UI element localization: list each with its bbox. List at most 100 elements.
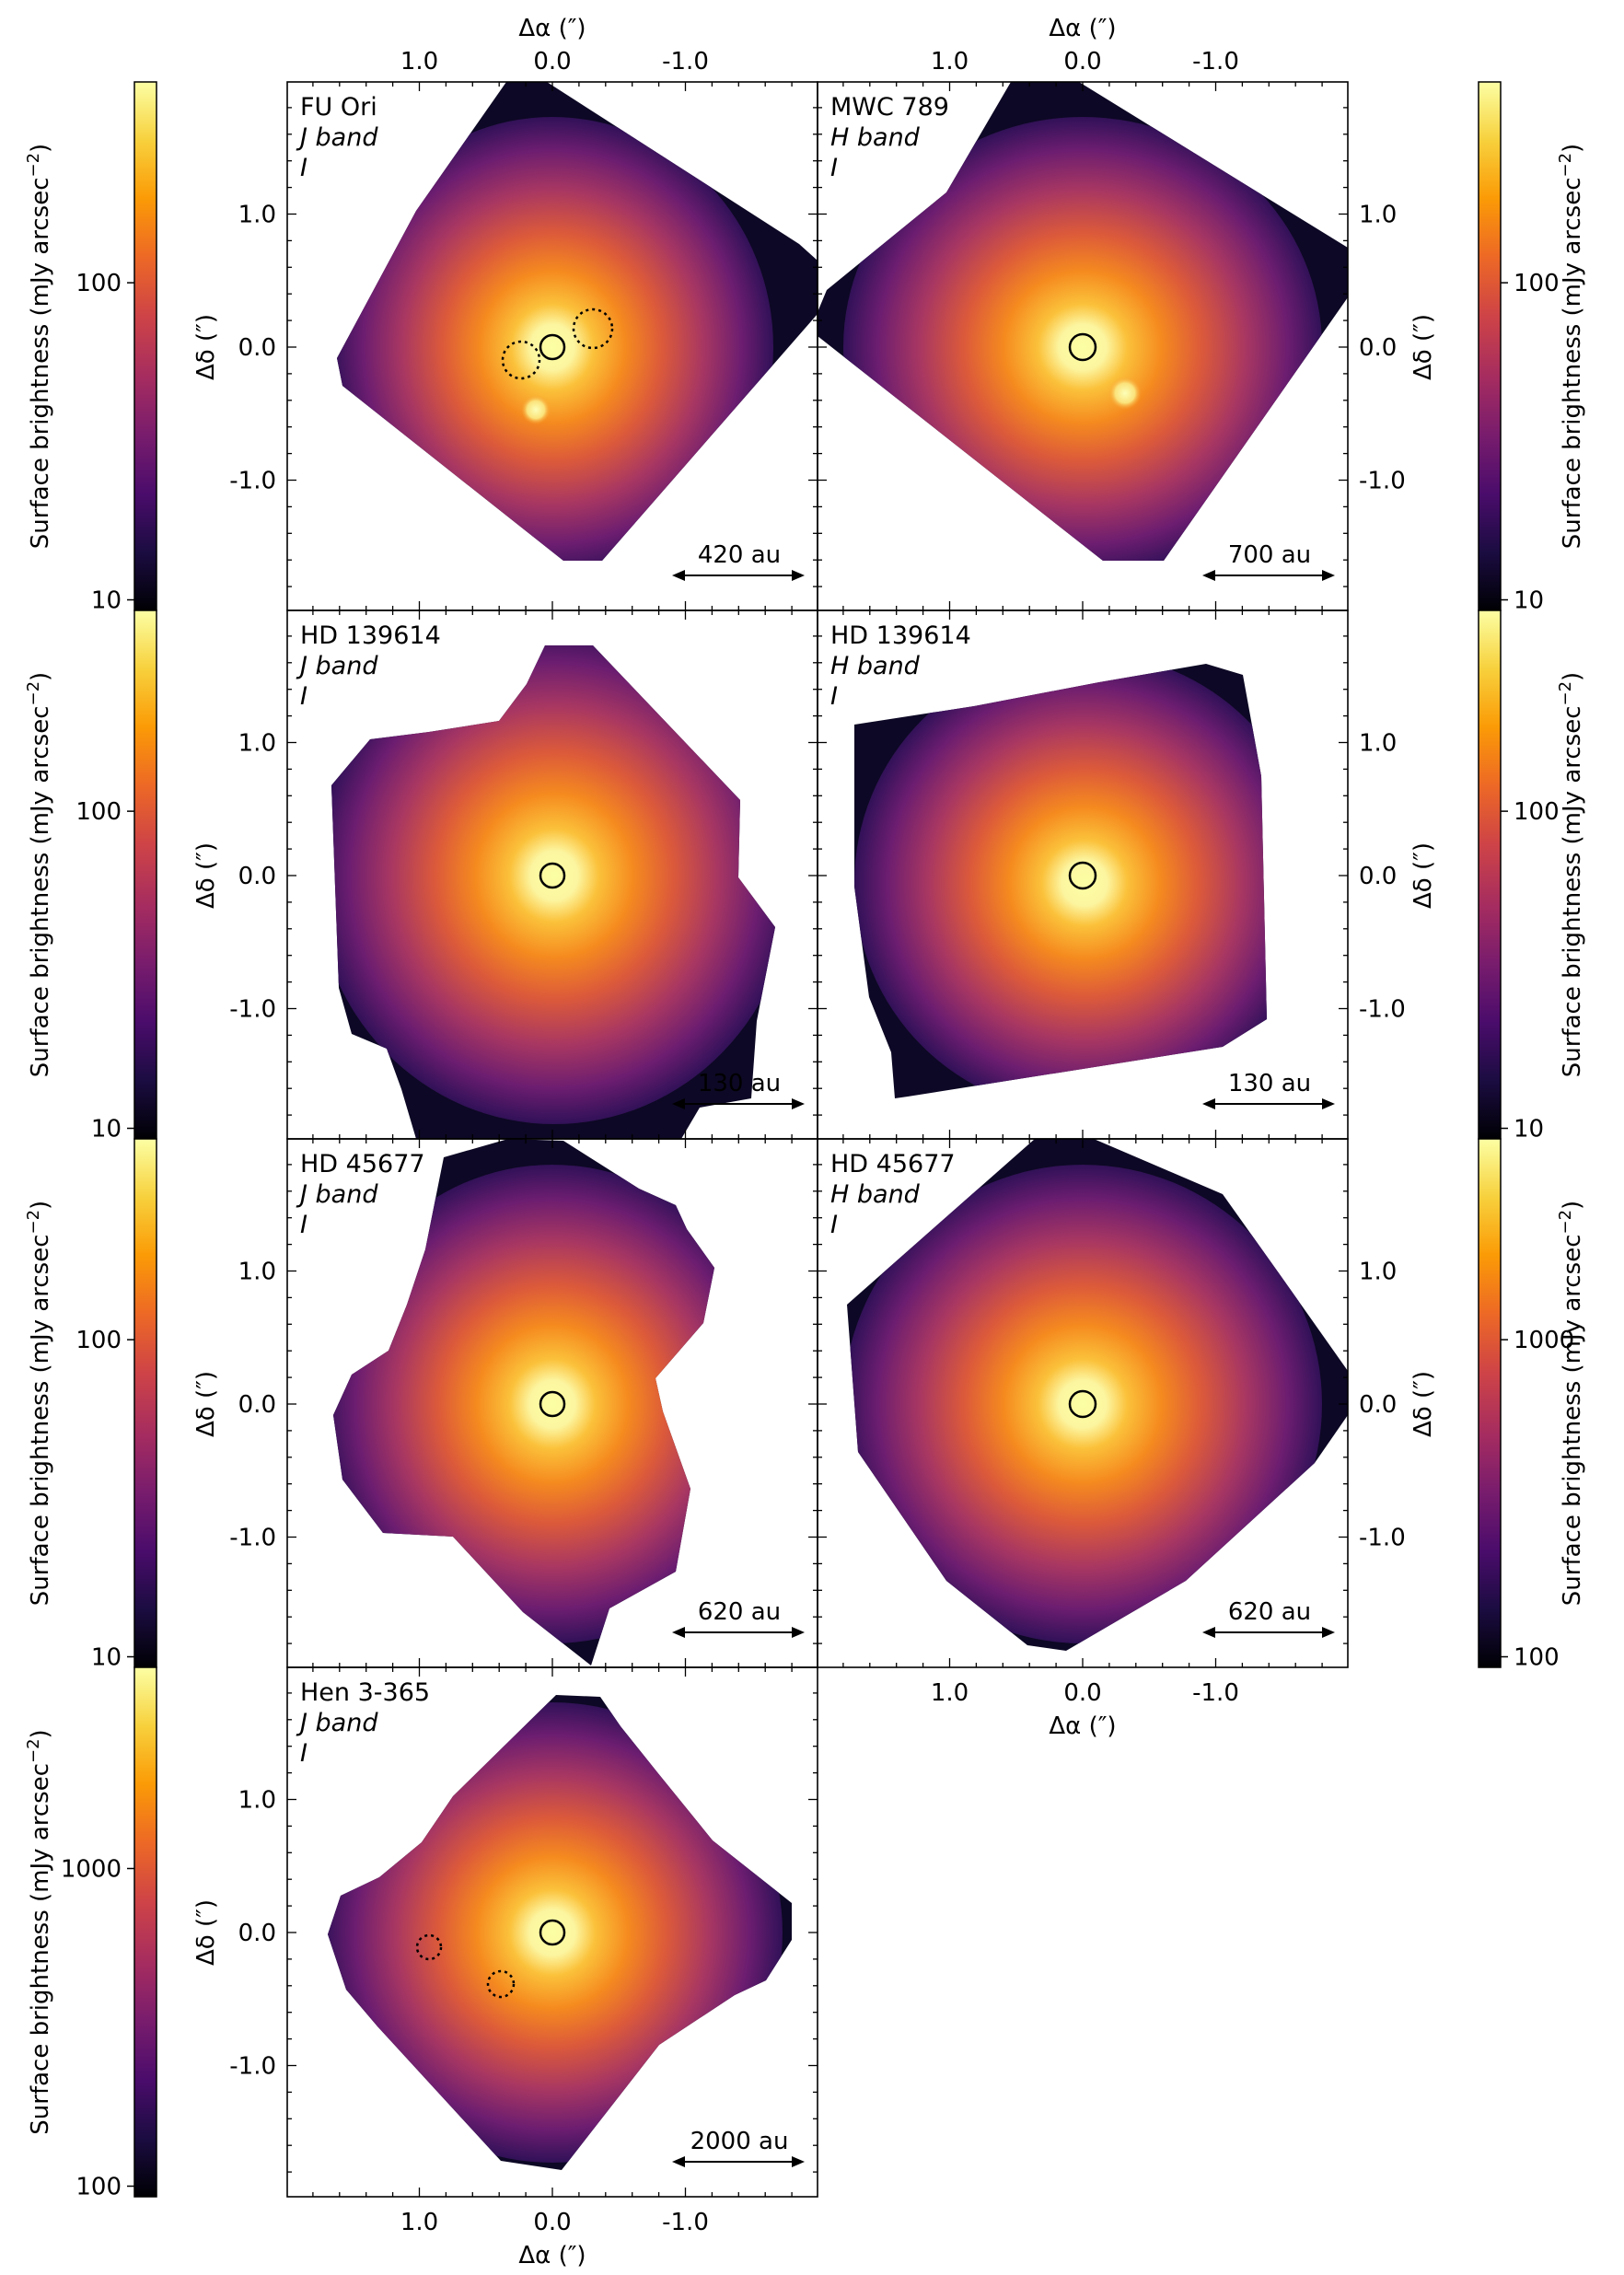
star-marker: [539, 1919, 566, 1946]
intensity-image: [331, 645, 775, 1139]
scale-bar-label: 620 au: [698, 1598, 781, 1626]
intensity-image: [328, 1695, 792, 2170]
scale-bar-arrow-left: [672, 1627, 685, 1638]
x-tick-label-bottom: 0.0: [533, 2209, 571, 2236]
x-axis-label-bottom: Δα (″): [518, 2242, 586, 2269]
target-name: HD 45677: [830, 1150, 956, 1178]
colorbar-2: 100 10 Surface brightness (mJy arcsec−2): [1478, 81, 1586, 615]
scale-bar-arrow-left: [672, 2156, 685, 2167]
target-name: FU Ori: [300, 93, 377, 122]
x-tick-label-top: 1.0: [400, 48, 438, 75]
scale-bar-arrow-left: [1202, 1627, 1215, 1638]
intensity-image: [854, 664, 1267, 1098]
scale-bar-arrow-right: [792, 1098, 805, 1109]
band-label: J band: [296, 1709, 378, 1737]
stokes-label: I: [300, 1211, 307, 1239]
x-tick-label-top: 0.0: [1063, 48, 1101, 75]
star-marker: [539, 862, 566, 889]
scale-bar-label: 130 au: [1228, 1070, 1311, 1097]
y-tick-label: 1.0: [1359, 202, 1397, 229]
y-tick-label: 0.0: [238, 1920, 276, 1947]
star-marker: [539, 1390, 566, 1418]
colorbar-tick-label: 1000: [61, 1856, 122, 1884]
scale-bar-label: 620 au: [1228, 1598, 1311, 1626]
y-tick-label: 0.0: [1359, 334, 1397, 362]
colorbar-6: 1000 100 Surface brightness (mJy arcsec−2): [1478, 1138, 1586, 1672]
disk-emission: [854, 664, 1267, 1098]
colorbar-strip: [1478, 609, 1502, 1140]
x-axis-label-top: Δα (″): [518, 15, 586, 42]
star-marker: [539, 333, 566, 361]
colorbar-tick-label: 10: [91, 1644, 122, 1672]
star-marker: [1068, 1389, 1097, 1419]
y-tick-label: -1.0: [1359, 996, 1406, 1024]
y-tick-label: 1.0: [238, 730, 276, 758]
colorbar-label: Surface brightness (mJy arcsec−2): [1556, 672, 1586, 1077]
disk-emission: [331, 645, 775, 1124]
y-tick-label: -1.0: [229, 996, 276, 1024]
colorbar-label: Surface brightness (mJy arcsec−2): [24, 672, 54, 1077]
colorbar-tick-label: 10: [91, 1116, 122, 1143]
y-tick-label: -1.0: [229, 468, 276, 495]
star-marker: [1068, 861, 1097, 890]
band-label: J band: [296, 1180, 378, 1209]
y-tick-label: 0.0: [238, 1391, 276, 1419]
scale-bar-arrow-right: [792, 570, 805, 581]
colorbar-tick-label: 10: [1514, 1116, 1544, 1143]
y-tick-label: 0.0: [1359, 1391, 1397, 1419]
y-tick-label: 0.0: [1359, 863, 1397, 890]
x-tick-label-bottom: -1.0: [1192, 1679, 1239, 1707]
stokes-label: I: [830, 1211, 838, 1239]
y-axis-label: Δδ (″): [1409, 1371, 1437, 1437]
companion-marker: [415, 1933, 443, 1961]
target-name: MWC 789: [830, 93, 949, 122]
band-label: J band: [296, 123, 378, 152]
disk-emission: [847, 1165, 1322, 1643]
scale-bar-arrow-right: [792, 2156, 805, 2167]
x-axis-label-bottom: Δα (″): [1049, 1712, 1116, 1740]
axis-ticks: [818, 1139, 1348, 1667]
x-tick-label-bottom: 1.0: [400, 2209, 438, 2236]
target-name: HD 45677: [300, 1150, 425, 1178]
axis-ticks: [818, 82, 1348, 610]
colorbar-3: 100 10 Surface brightness (mJy arcsec−2): [24, 609, 157, 1143]
y-axis-label: Δδ (″): [192, 314, 220, 380]
scale-bar-label: 420 au: [698, 541, 781, 569]
y-tick-label: -1.0: [1359, 468, 1406, 495]
intensity-image: [847, 1139, 1348, 1651]
band-label: H band: [830, 652, 921, 680]
stokes-label: I: [830, 682, 838, 711]
colorbar-tick-label: 100: [75, 798, 122, 826]
y-axis-label: Δδ (″): [192, 1371, 220, 1437]
intensity-image: [818, 82, 1348, 561]
companion-marker: [486, 1969, 516, 1999]
target-name: HD 139614: [830, 621, 971, 650]
colorbar-strip: [133, 609, 157, 1140]
x-tick-label-top: 0.0: [533, 48, 571, 75]
scale-bar-label: 700 au: [1228, 541, 1311, 569]
companion-marker: [572, 308, 614, 350]
y-tick-label: -1.0: [229, 2053, 276, 2081]
scale-bar-label: 2000 au: [690, 2128, 789, 2155]
point-source: [1108, 377, 1142, 410]
scale-bar-arrow-left: [672, 1098, 685, 1109]
colorbar-label: Surface brightness (mJy arcsec−2): [24, 1729, 54, 2134]
colorbar-strip: [1478, 81, 1502, 611]
y-axis-label: Δδ (″): [1409, 314, 1437, 380]
stokes-label: I: [830, 154, 838, 182]
stokes-label: I: [300, 682, 307, 711]
x-tick-label-bottom: 0.0: [1063, 1679, 1101, 1707]
scale-bar-arrow-right: [792, 1627, 805, 1638]
x-tick-label-bottom: 1.0: [931, 1679, 969, 1707]
scale-bar-arrow-left: [672, 570, 685, 581]
colorbar-label: Surface brightness (mJy arcsec−2): [24, 144, 54, 549]
